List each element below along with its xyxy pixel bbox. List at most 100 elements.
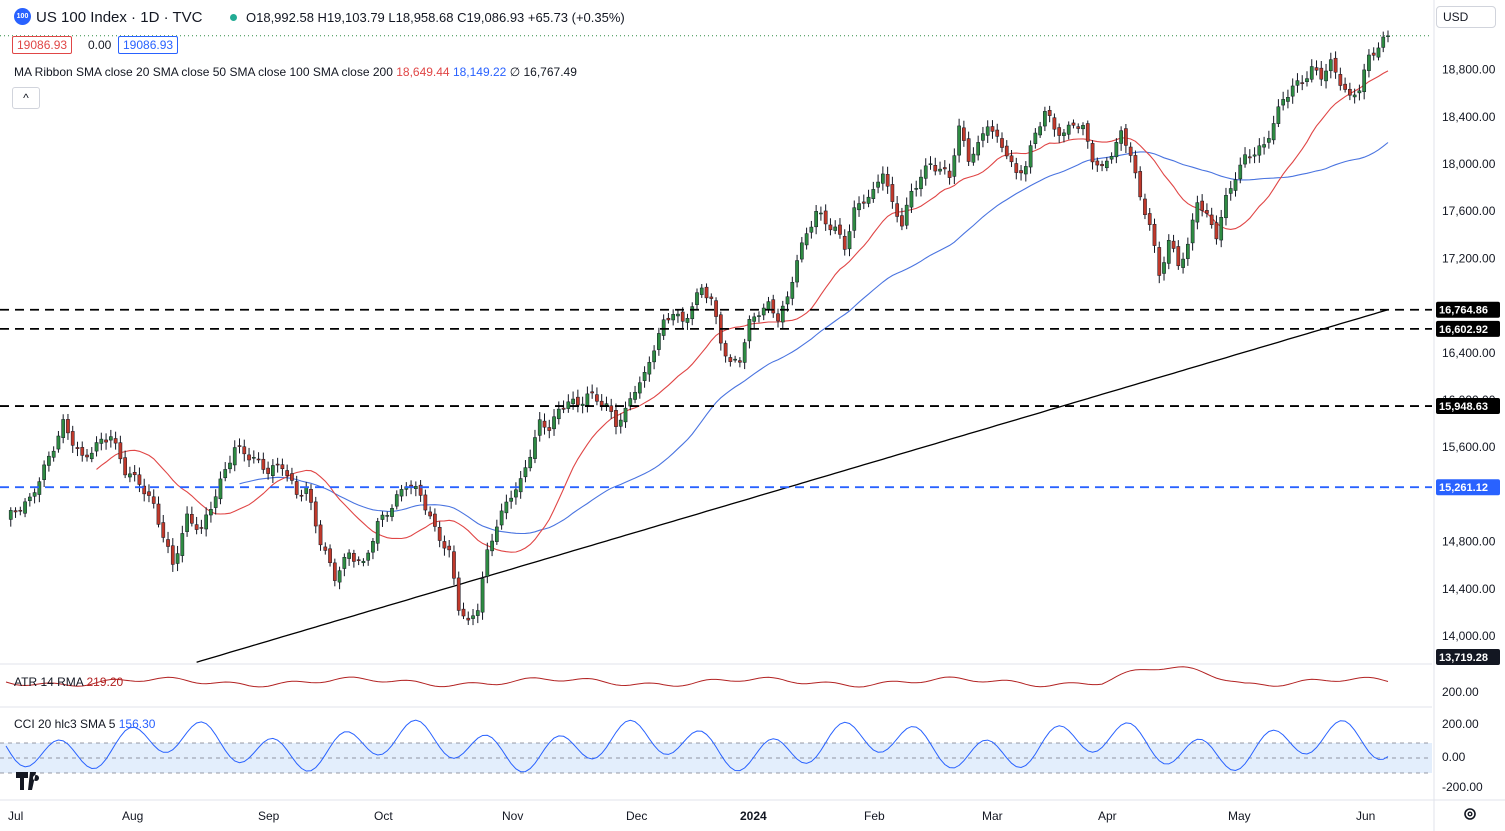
price-tick-label: 18,400.00 — [1442, 110, 1496, 124]
sma20-line — [96, 70, 1389, 553]
candle-body — [1290, 85, 1295, 97]
candle-body — [871, 189, 876, 199]
candle-body — [556, 408, 561, 420]
candle-body — [590, 391, 595, 394]
cci-label: CCI 20 hlc3 SMA 5 — [14, 717, 116, 731]
collapse-legend-button[interactable]: ^ — [12, 87, 40, 109]
candle-body — [866, 196, 871, 204]
candle-body — [51, 450, 56, 458]
candle-body — [332, 562, 337, 581]
candle-body — [695, 292, 699, 305]
candle-body — [1243, 154, 1247, 165]
candle-body — [356, 559, 361, 561]
candle-body — [547, 427, 552, 431]
price-tick-label: 18,800.00 — [1442, 63, 1496, 77]
candle-body — [552, 416, 556, 430]
candle-body — [1352, 94, 1357, 98]
candle-body — [1062, 132, 1066, 136]
candle-body — [838, 224, 842, 235]
cci-legend[interactable]: CCI 20 hlc3 SMA 5 156.30 — [14, 717, 155, 731]
candle-body — [413, 486, 418, 489]
candle-body — [147, 491, 151, 496]
candle-body — [661, 319, 666, 336]
price-level-label: 15,948.63 — [1439, 401, 1488, 413]
candle-body — [652, 350, 656, 363]
candle-body — [1205, 210, 1209, 214]
candle-body — [1267, 138, 1271, 143]
candle-body — [714, 300, 718, 317]
cci-value: 156.30 — [118, 717, 156, 731]
candle-body — [199, 527, 204, 529]
candle-body — [609, 405, 614, 412]
candle-body — [328, 548, 332, 563]
candle-body — [518, 478, 523, 493]
candle-body — [447, 545, 452, 551]
candle-body — [56, 435, 61, 450]
candle-body — [237, 445, 242, 447]
price-tick-label: 14,000.00 — [1442, 629, 1496, 643]
candle-body — [571, 398, 575, 405]
candle-body — [1381, 36, 1386, 48]
settings-gear-icon[interactable] — [1462, 806, 1478, 822]
ohlc-readout: O18,992.58 H19,103.79 L18,958.68 C19,086… — [246, 10, 625, 25]
candle-body — [190, 514, 194, 524]
candle-body — [642, 372, 647, 381]
candle-body — [1014, 163, 1019, 173]
candle-body — [852, 207, 857, 231]
candle-body — [1252, 154, 1257, 157]
candle-body — [1314, 67, 1319, 71]
candle-body — [919, 176, 923, 190]
candle-body — [1295, 80, 1300, 86]
candle-body — [371, 540, 375, 553]
candle-body — [1057, 127, 1062, 136]
candle-body — [1281, 99, 1286, 106]
candle-body — [318, 524, 323, 546]
candle-body — [957, 125, 961, 156]
currency-selector[interactable]: USD — [1436, 6, 1496, 28]
candle-body — [1367, 54, 1371, 71]
sma50-line — [239, 142, 1389, 535]
atr-legend[interactable]: ATR 14 RMA 219.20 — [14, 675, 123, 689]
candle-body — [1362, 69, 1367, 93]
candle-body — [385, 515, 390, 517]
candle-body — [8, 510, 13, 520]
candle-body — [1009, 155, 1014, 163]
candle-body — [814, 211, 818, 228]
candle-body — [657, 333, 661, 350]
candle-body — [1090, 143, 1095, 163]
candle-body — [399, 489, 404, 497]
symbol-title[interactable]: US 100 Index · 1D · TVC — [36, 9, 203, 26]
candle-body — [942, 167, 947, 170]
candle-body — [1333, 57, 1338, 73]
candle-body — [456, 577, 461, 611]
bid-price[interactable]: 19086.93 — [12, 36, 73, 54]
candle-body — [1276, 106, 1281, 124]
candle-body — [1343, 83, 1347, 90]
candle-body — [337, 570, 342, 583]
candle-body — [680, 311, 685, 322]
candle-body — [261, 458, 266, 470]
candle-body — [923, 165, 928, 179]
candle-body — [251, 457, 256, 459]
candle-body — [290, 473, 294, 481]
price-tick-label: 17,600.00 — [1442, 204, 1496, 218]
price-level-badge — [1436, 479, 1500, 496]
candle-body — [585, 393, 590, 406]
candle-body — [561, 407, 566, 410]
candle-body — [1071, 122, 1076, 126]
candle-body — [566, 401, 571, 409]
candle-body — [194, 524, 199, 530]
ask-price[interactable]: 19086.93 — [118, 36, 179, 54]
candle-body — [13, 510, 18, 513]
ma-ribbon-legend[interactable]: MA Ribbon SMA close 20 SMA close 50 SMA … — [14, 65, 577, 79]
candle-body — [576, 396, 580, 406]
candle-body — [1171, 240, 1176, 249]
candle-body — [475, 610, 480, 616]
candle-body — [1081, 125, 1085, 130]
candle-body — [1023, 166, 1028, 175]
candle-body — [1247, 156, 1252, 159]
candle-body — [242, 446, 247, 455]
candle-body — [1109, 156, 1114, 160]
candle-body — [1328, 59, 1333, 72]
